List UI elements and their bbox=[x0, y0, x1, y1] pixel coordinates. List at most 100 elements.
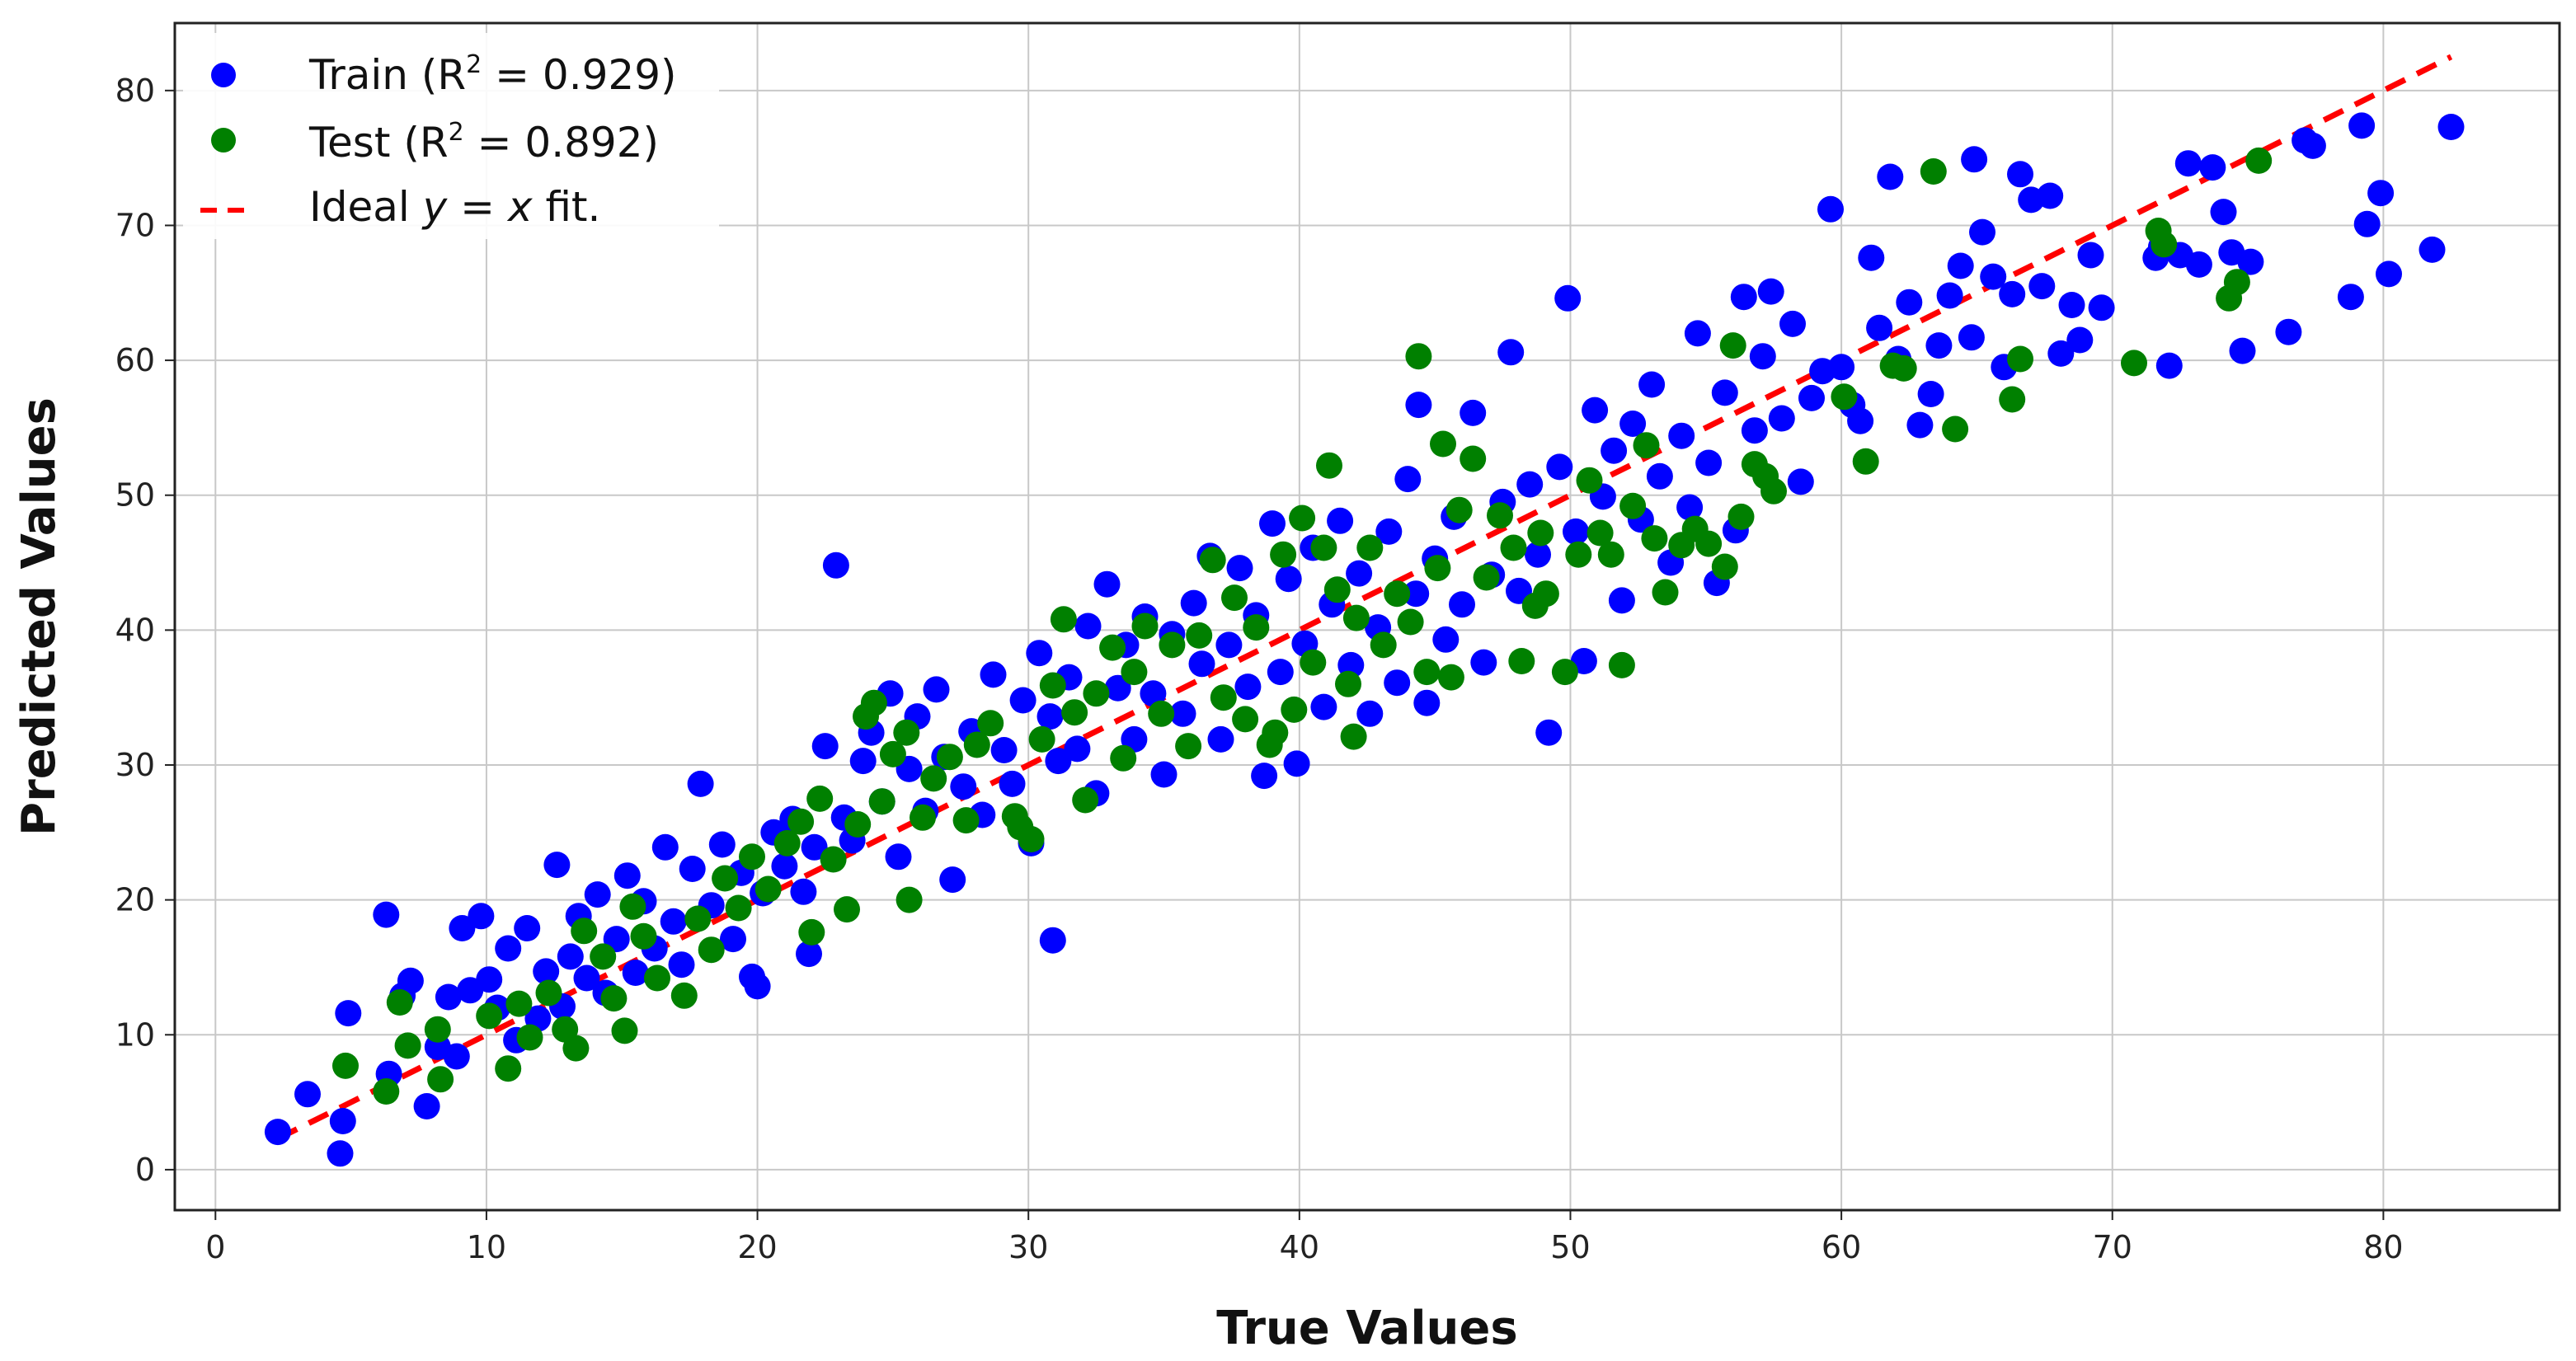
test-point bbox=[1050, 606, 1077, 633]
train-point bbox=[1104, 674, 1131, 702]
train-point bbox=[1026, 640, 1053, 667]
train-point bbox=[1619, 411, 1647, 437]
train-point bbox=[2419, 236, 2446, 263]
train-point bbox=[950, 773, 977, 800]
legend-ideal-label: Ideal y = x fit. bbox=[309, 183, 600, 231]
train-point bbox=[2028, 273, 2056, 300]
train-point bbox=[660, 908, 687, 935]
train-point bbox=[1828, 354, 1855, 381]
train-point bbox=[2058, 292, 2085, 318]
test-point bbox=[1148, 700, 1175, 727]
train-point bbox=[679, 856, 706, 882]
legend-train-label: Train (R2 = 0.929) bbox=[308, 50, 677, 99]
train-point bbox=[2199, 154, 2226, 181]
train-point bbox=[811, 733, 839, 760]
test-point bbox=[2121, 350, 2147, 377]
train-point bbox=[533, 958, 560, 985]
legend-ideal-prefix: Ideal bbox=[309, 183, 423, 231]
test-point bbox=[394, 1032, 421, 1059]
test-point bbox=[1289, 505, 1316, 532]
train-point bbox=[651, 833, 679, 861]
train-point bbox=[1346, 560, 1373, 587]
y-tick-label: 50 bbox=[115, 477, 155, 514]
test-point bbox=[1199, 547, 1226, 574]
train-point bbox=[790, 878, 817, 905]
test-point bbox=[2223, 269, 2250, 296]
test-point bbox=[1099, 634, 1126, 661]
x-tick-label: 0 bbox=[205, 1229, 225, 1265]
axis-ticks: 0 10 20 30 40 50 60 70 80 0 10 20 30 40 50 60 70 80 bbox=[115, 73, 2404, 1265]
train-point bbox=[1684, 320, 1711, 347]
test-point bbox=[963, 731, 990, 758]
test-point bbox=[1384, 580, 1411, 608]
ideal-fit-line-layer bbox=[276, 54, 2453, 1142]
x-tick-label: 50 bbox=[1550, 1229, 1590, 1265]
y-tick-label: 40 bbox=[115, 612, 155, 648]
train-point bbox=[1384, 669, 1411, 697]
legend-train-sup: 2 bbox=[466, 50, 482, 79]
test-point bbox=[1586, 519, 1614, 547]
train-point bbox=[1413, 689, 1441, 716]
train-point bbox=[1676, 494, 1704, 521]
test-point bbox=[1110, 744, 1137, 772]
legend-train-suffix: = 0.929) bbox=[482, 51, 676, 99]
train-point bbox=[1259, 510, 1286, 537]
test-point bbox=[1711, 553, 1738, 580]
train-point bbox=[1356, 700, 1384, 727]
test-point bbox=[1430, 430, 1456, 458]
test-point bbox=[1608, 651, 1635, 678]
train-point bbox=[1961, 146, 1988, 173]
test-point bbox=[1186, 622, 1213, 649]
test-point bbox=[1413, 659, 1441, 686]
test-point bbox=[787, 808, 815, 835]
train-point bbox=[1403, 580, 1430, 608]
train-point bbox=[1207, 725, 1234, 753]
test-point bbox=[1597, 541, 1624, 568]
train-point bbox=[435, 983, 462, 1011]
test-point bbox=[844, 811, 872, 838]
train-point bbox=[373, 901, 400, 928]
test-point bbox=[1210, 684, 1237, 711]
test-point bbox=[1121, 659, 1148, 686]
legend-box bbox=[183, 33, 719, 239]
test-point bbox=[332, 1052, 359, 1079]
test-point bbox=[936, 744, 963, 771]
train-point bbox=[1817, 195, 1844, 223]
test-point bbox=[1460, 445, 1487, 472]
train-point bbox=[885, 843, 912, 871]
test-point bbox=[1335, 670, 1361, 697]
test-point bbox=[1942, 415, 1969, 443]
train-point bbox=[2337, 284, 2364, 311]
test-point bbox=[1342, 604, 1370, 631]
test-point bbox=[1281, 696, 1308, 723]
train-point bbox=[1646, 462, 1673, 490]
train-point bbox=[1432, 626, 1460, 653]
train-point bbox=[1896, 289, 1923, 316]
test-point bbox=[1652, 579, 1679, 606]
train-point bbox=[1140, 680, 1167, 707]
train-point bbox=[622, 960, 649, 986]
test-point bbox=[1316, 452, 1342, 479]
train-point bbox=[2367, 180, 2395, 207]
y-tick-label: 80 bbox=[115, 73, 155, 109]
train-point bbox=[1980, 263, 2007, 290]
test-point bbox=[1028, 725, 1055, 753]
legend-test-suffix: = 0.892) bbox=[464, 119, 659, 167]
train-point bbox=[796, 941, 822, 968]
test-point bbox=[1719, 332, 1746, 359]
train-point bbox=[264, 1119, 291, 1146]
test-point bbox=[1131, 612, 1159, 640]
train-point bbox=[1741, 417, 1768, 444]
train-point bbox=[744, 973, 771, 1000]
train-point bbox=[1858, 244, 1885, 271]
train-point bbox=[2047, 340, 2075, 367]
test-point bbox=[698, 936, 725, 964]
train-point bbox=[335, 1000, 362, 1027]
y-axis-title: Predicted Values bbox=[12, 397, 66, 836]
legend-train-marker bbox=[211, 63, 236, 87]
test-point bbox=[1527, 519, 1554, 547]
train-point bbox=[2077, 242, 2104, 269]
test-point bbox=[611, 1017, 638, 1044]
y-tick-label: 70 bbox=[115, 207, 155, 243]
